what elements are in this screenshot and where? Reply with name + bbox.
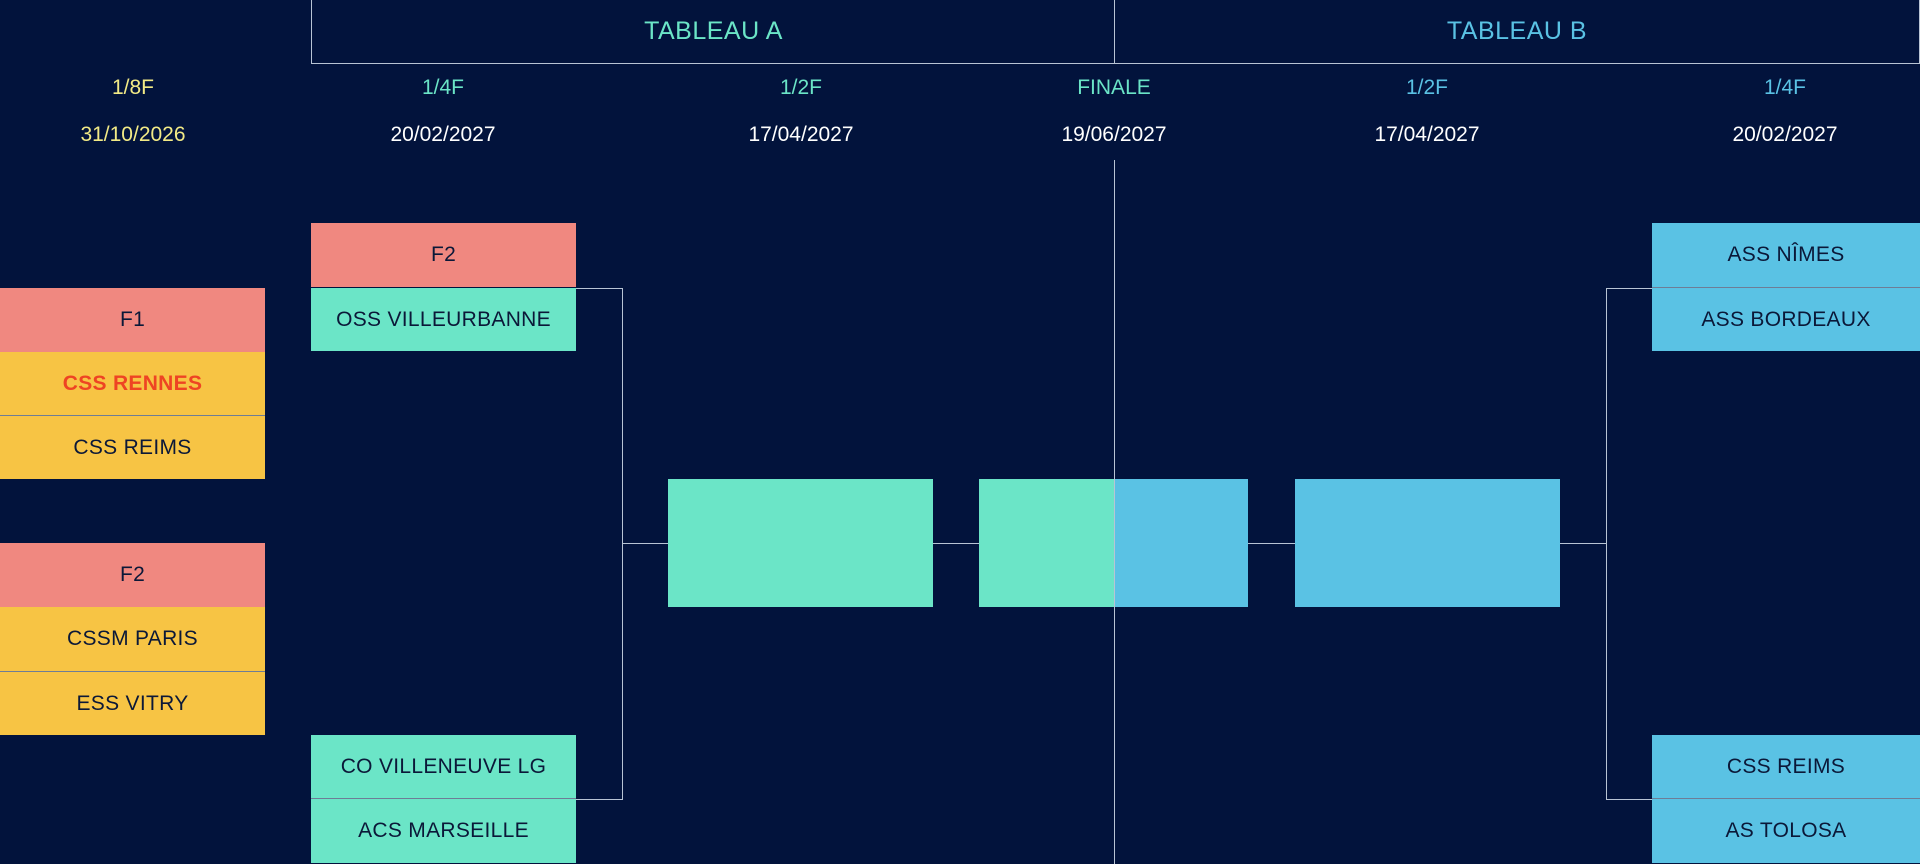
tableau-b-connector-top xyxy=(1606,288,1652,289)
round-date-eighth: 31/10/2026 xyxy=(80,123,186,146)
tableau-a-qf-bottom-separator xyxy=(311,798,576,799)
tableau-b-qf-bottom-separator xyxy=(1652,798,1920,799)
round-label-semi-b: 1/2F xyxy=(1405,76,1449,99)
tableau-b-final-slot[interactable] xyxy=(1115,479,1248,607)
eighth-group1-separator xyxy=(0,415,265,416)
tableau-b-connector-to-semi xyxy=(1560,543,1606,544)
round-label-quarter-a: 1/4F xyxy=(421,76,465,99)
round-date-semi-a: 17/04/2027 xyxy=(748,123,854,146)
eighth-group2-separator xyxy=(0,671,265,672)
round-date-quarter-b: 20/02/2027 xyxy=(1732,123,1838,146)
round-date-final: 19/06/2027 xyxy=(1061,123,1167,146)
round-label-final: FINALE xyxy=(1077,76,1151,99)
tableau-a-qf-top-team-text: OSS VILLEURBANNE xyxy=(336,307,551,331)
eighth-group2-label: F2 xyxy=(0,543,265,607)
tableau-a-qf-bottom-team1-text: CO VILLENEUVE LG xyxy=(340,754,547,778)
eighth-group1-team2[interactable]: CSS REIMS xyxy=(0,416,265,479)
tableau-a-header: TABLEAU A xyxy=(311,0,1115,64)
eighth-group2-team2-text: ESS VITRY xyxy=(76,691,189,715)
tableau-a-qf-bottom-team2-text: ACS MARSEILLE xyxy=(358,819,529,842)
tableau-a-qf-bottom-team2[interactable]: ACS MARSEILLE xyxy=(311,799,576,863)
tableau-b-connector-to-final xyxy=(1248,543,1295,544)
eighth-group1-team1[interactable]: CSS RENNES xyxy=(0,352,265,416)
tableau-a-title: TABLEAU A xyxy=(644,17,783,45)
tableau-b-qf-top-team1-text: ASS NÎMES xyxy=(1727,243,1845,266)
tableau-b-qf-bottom-team2-text: AS TOLOSA xyxy=(1725,819,1847,842)
tableau-b-title: TABLEAU B xyxy=(1446,17,1588,45)
tableau-b-semi-slot[interactable] xyxy=(1295,479,1560,607)
tableau-b-header: TABLEAU B xyxy=(1114,0,1920,64)
round-date-semi-b: 17/04/2027 xyxy=(1374,123,1480,146)
tableau-a-qf-top-label: F2 xyxy=(311,223,576,287)
tableau-b-qf-top-team2-text: ASS BORDEAUX xyxy=(1701,307,1871,331)
eighth-group1-label: F1 xyxy=(0,288,265,352)
round-label-eighth: 1/8F xyxy=(111,76,155,99)
tableau-b-connector-bottom xyxy=(1606,799,1652,800)
tableau-b-qf-top-team1[interactable]: ASS NÎMES xyxy=(1652,223,1920,287)
tableau-b-qf-bottom-team2[interactable]: AS TOLOSA xyxy=(1652,799,1920,863)
tableau-a-connector-bottom xyxy=(576,799,623,800)
tableau-b-qf-bottom-team1[interactable]: CSS REIMS xyxy=(1652,735,1920,798)
tableau-b-qf-top-team2[interactable]: ASS BORDEAUX xyxy=(1652,288,1920,351)
eighth-group1-team2-text: CSS REIMS xyxy=(73,435,192,459)
tableau-a-connector-top xyxy=(576,288,623,289)
eighth-group2-team1-text: CSSM PARIS xyxy=(67,627,198,650)
tableau-b-qf-top-separator xyxy=(1652,287,1920,288)
round-label-semi-a: 1/2F xyxy=(779,76,823,99)
eighth-group1-label-text: F1 xyxy=(119,308,146,331)
round-label-quarter-b: 1/4F xyxy=(1763,76,1807,99)
tableau-a-qf-top-label-text: F2 xyxy=(430,243,457,266)
tableau-a-connector-to-final xyxy=(933,543,979,544)
tableau-b-qf-bottom-team1-text: CSS REIMS xyxy=(1726,754,1846,778)
tableau-b-connector-vertical xyxy=(1606,288,1607,800)
tableau-a-connector-to-semi xyxy=(622,543,668,544)
center-divider xyxy=(1114,160,1115,864)
tableau-a-qf-top-team[interactable]: OSS VILLEURBANNE xyxy=(311,288,576,351)
tableau-a-qf-bottom-team1[interactable]: CO VILLENEUVE LG xyxy=(311,735,576,798)
eighth-group1-team1-text: CSS RENNES xyxy=(62,372,203,395)
round-date-quarter-a: 20/02/2027 xyxy=(390,123,496,146)
tableau-a-final-slot[interactable] xyxy=(979,479,1114,607)
tableau-a-connector-vertical xyxy=(622,288,623,800)
eighth-group2-team1[interactable]: CSSM PARIS xyxy=(0,607,265,671)
eighth-group2-team2[interactable]: ESS VITRY xyxy=(0,672,265,735)
eighth-group2-label-text: F2 xyxy=(119,563,146,586)
tableau-a-semi-slot[interactable] xyxy=(668,479,933,607)
